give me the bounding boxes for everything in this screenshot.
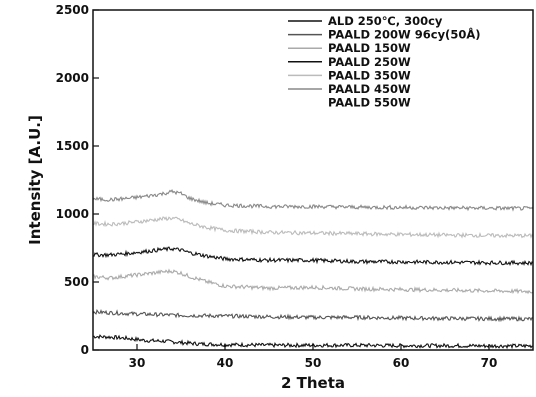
x-tick-label: 50 [305,356,322,370]
series-line-4 [93,216,533,239]
x-tick-label: 70 [481,356,498,370]
series-line-2 [93,268,533,295]
legend-label: PAALD 350W [328,68,411,82]
series-layer [93,188,533,350]
series-line-3 [93,246,533,267]
x-tick-label: 60 [393,356,410,370]
legend-label: PAALD 550W [328,96,411,110]
y-axis-title: Intensity [A.U.] [26,115,44,245]
legend-label: PAALD 250W [328,55,411,69]
x-tick-label: 30 [129,356,146,370]
y-tick-label: 0 [81,343,89,357]
legend-label: PAALD 450W [328,82,411,96]
plot-frame [92,9,534,351]
y-tick-label: 500 [64,275,89,289]
series-line-5 [93,188,533,212]
x-tick-label: 40 [217,356,234,370]
y-tick-label: 2500 [56,3,89,17]
y-axis: 0 500 1000 1500 2000 2500 [56,3,99,357]
legend-label: PAALD 200W 96cy(50Å) [328,27,480,42]
y-tick-label: 2000 [56,71,89,85]
series-line-1 [93,309,533,323]
y-tick-label: 1500 [56,139,89,153]
series-line-0 [93,334,533,350]
legend-label: ALD 250℃, 300cy [328,14,443,28]
x-axis: 30 40 50 60 70 [129,344,498,370]
x-axis-title: 2 Theta [281,374,345,392]
legend-label: PAALD 150W [328,41,411,55]
y-tick-label: 1000 [56,207,89,221]
